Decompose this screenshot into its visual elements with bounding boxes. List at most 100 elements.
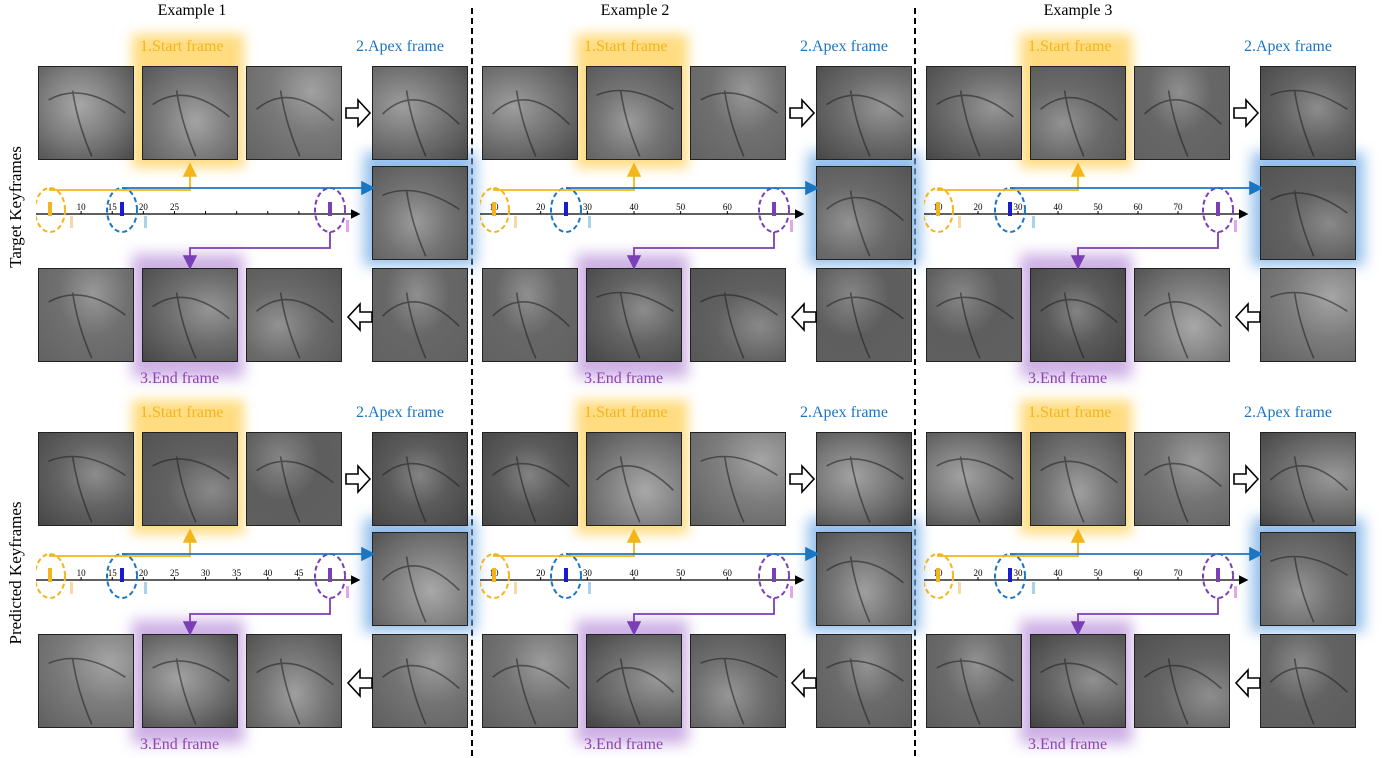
end-connector	[182, 232, 331, 270]
vessel-path	[48, 292, 126, 359]
timeline-tick-label: 30	[583, 202, 593, 212]
timeline-tick-label: 50	[676, 202, 686, 212]
frame-bottom-3-r1-e0	[246, 634, 342, 728]
vessel-lines	[1270, 291, 1348, 359]
end-marker	[772, 202, 776, 216]
vessel-lines	[936, 90, 1014, 157]
timeline-overlay-r0-e1: 102030405060	[480, 97, 820, 333]
timeline-tick-label: 30	[201, 568, 211, 578]
start-marker-ring	[480, 187, 510, 233]
vessel-path	[1144, 658, 1222, 725]
timeline-tick-label: 50	[676, 568, 686, 578]
timeline-tick-label: 10	[77, 202, 87, 212]
vessel-lines	[700, 292, 778, 359]
frame-top-1-r1-e0	[38, 432, 134, 526]
start-connector	[49, 162, 198, 191]
frame-bottom-1-r1-e1	[482, 634, 578, 728]
end-frame-label-r1-e1: 3.End frame	[584, 736, 664, 753]
timeline-tick-label: 30	[1014, 202, 1024, 212]
separator-1	[471, 8, 473, 756]
frame-bottom-1-r0-e0	[38, 268, 134, 362]
timeline-tick-label: 40	[1054, 568, 1064, 578]
frame-apex-r1-e2	[1260, 532, 1356, 626]
ghost-apex-marker	[1032, 582, 1035, 594]
example-3-title: Example 3	[1043, 2, 1113, 19]
vessel-path	[1144, 90, 1222, 157]
frame-bottom-1-r1-e0	[38, 634, 134, 728]
frame-apex-r0-e2	[1260, 166, 1356, 260]
frame-bottom-4-r1-e2	[1260, 634, 1356, 728]
apex-frame-label-r0-e0: 2.Apex frame	[356, 38, 444, 55]
apex-marker-ring	[994, 187, 1026, 233]
ghost-end-marker	[790, 586, 793, 598]
ghost-end-marker	[1234, 586, 1237, 598]
forward-block-arrow	[1233, 463, 1260, 495]
vessel-path	[256, 456, 334, 523]
start-frame-label-r1-e2: 1.Start frame	[1028, 404, 1112, 421]
end-connector	[626, 232, 775, 270]
frame-bottom-2-r0-e2	[1030, 268, 1126, 362]
vessel-path	[1270, 190, 1348, 257]
vessel-lines	[152, 90, 230, 157]
frame-top-3-r0-e1	[690, 66, 786, 160]
predicted-row-label: Predicted Keyframes	[6, 501, 25, 645]
end-connector	[182, 598, 331, 636]
vessel-lines	[596, 658, 674, 725]
frame-apex-r0-e1	[816, 166, 912, 260]
frame-bottom-4-r1-e1	[816, 634, 912, 728]
start-connector	[937, 162, 1086, 191]
vessel-lines	[1144, 292, 1222, 359]
backward-block-arrow	[790, 667, 817, 699]
ghost-apex-marker	[144, 216, 147, 228]
target-row-label: Target Keyframes	[6, 146, 25, 268]
vessel-path	[48, 90, 126, 157]
start-marker	[492, 568, 496, 582]
vessel-path	[492, 292, 570, 359]
forward-block-arrow	[789, 463, 816, 495]
vessel-lines	[152, 658, 230, 725]
vessel-lines	[48, 657, 126, 725]
vessel-lines	[596, 291, 674, 359]
frame-bottom-3-r1-e2	[1134, 634, 1230, 728]
vessel-path	[382, 658, 460, 725]
vessel-lines	[700, 455, 778, 523]
vessel-lines	[1270, 89, 1348, 157]
vessel-path	[596, 658, 674, 725]
frame-bottom-2-r0-e0	[142, 268, 238, 362]
timeline-tick-label: 70	[1174, 202, 1184, 212]
start-marker	[936, 568, 940, 582]
vessel-path	[48, 657, 126, 725]
end-connector	[1070, 598, 1219, 636]
vessel-lines	[826, 456, 904, 523]
vessel-lines	[152, 456, 230, 523]
vessel-lines	[1040, 658, 1118, 725]
start-connector	[493, 162, 642, 191]
backward-block-arrow	[1234, 301, 1261, 333]
start-marker	[936, 202, 940, 216]
start-marker	[48, 568, 52, 582]
start-marker-ring	[36, 553, 66, 599]
frame-top-4-r0-e2	[1260, 66, 1356, 160]
vessel-path	[1040, 658, 1118, 725]
frame-bottom-4-r0-e2	[1260, 268, 1356, 362]
start-frame-label-r1-e0: 1.Start frame	[140, 404, 224, 421]
end-frame-label-r1-e2: 3.End frame	[1028, 736, 1108, 753]
vessel-lines	[1040, 456, 1118, 523]
vessel-path	[382, 90, 460, 157]
vessel-lines	[256, 456, 334, 523]
vessel-path	[492, 90, 570, 157]
vessel-lines	[826, 658, 904, 725]
vessel-path	[1144, 456, 1222, 523]
ghost-start-marker	[958, 216, 961, 228]
frame-top-4-r1-e2	[1260, 432, 1356, 526]
vessel-path	[382, 556, 460, 623]
vessel-path	[700, 657, 778, 725]
ghost-start-marker	[514, 582, 517, 594]
apex-frame-label-r0-e2: 2.Apex frame	[1244, 38, 1332, 55]
frame-top-2-r1-e1	[586, 432, 682, 526]
vessel-lines	[826, 90, 904, 157]
start-connector	[49, 528, 198, 557]
frame-bottom-3-r0-e2	[1134, 268, 1230, 362]
end-frame-label-r0-e2: 3.End frame	[1028, 370, 1108, 387]
vessel-lines	[1270, 456, 1348, 523]
